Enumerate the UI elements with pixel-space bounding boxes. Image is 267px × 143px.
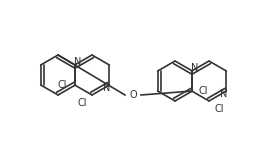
Text: Cl: Cl bbox=[214, 104, 224, 114]
Text: N: N bbox=[220, 89, 227, 99]
Text: Cl: Cl bbox=[58, 80, 68, 90]
Text: Cl: Cl bbox=[199, 86, 209, 96]
Text: N: N bbox=[191, 63, 198, 73]
Text: N: N bbox=[103, 83, 110, 93]
Text: Cl: Cl bbox=[77, 98, 87, 108]
Text: O: O bbox=[129, 90, 137, 100]
Text: N: N bbox=[74, 57, 81, 67]
